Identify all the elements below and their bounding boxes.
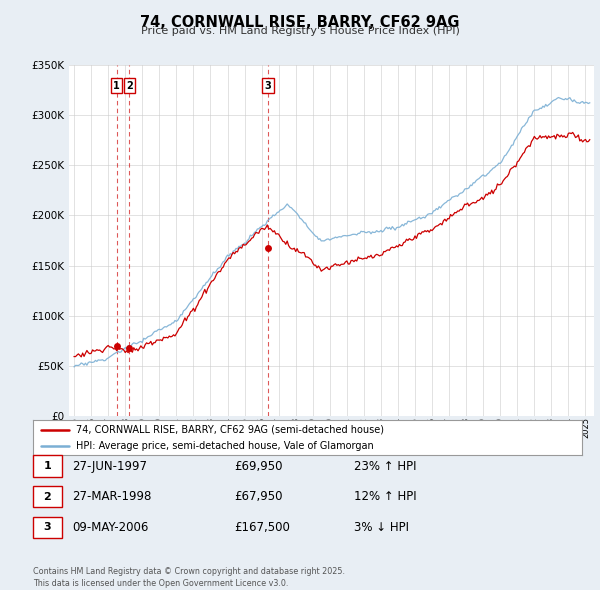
Text: 74, CORNWALL RISE, BARRY, CF62 9AG (semi-detached house): 74, CORNWALL RISE, BARRY, CF62 9AG (semi… [76, 425, 384, 435]
Text: £167,500: £167,500 [234, 521, 290, 534]
Text: 3: 3 [44, 523, 51, 532]
Text: 1: 1 [113, 81, 120, 91]
Text: Price paid vs. HM Land Registry's House Price Index (HPI): Price paid vs. HM Land Registry's House … [140, 26, 460, 36]
Text: 27-JUN-1997: 27-JUN-1997 [72, 460, 147, 473]
Text: Contains HM Land Registry data © Crown copyright and database right 2025.
This d: Contains HM Land Registry data © Crown c… [33, 567, 345, 588]
Text: £69,950: £69,950 [234, 460, 283, 473]
Text: HPI: Average price, semi-detached house, Vale of Glamorgan: HPI: Average price, semi-detached house,… [76, 441, 374, 451]
Text: 27-MAR-1998: 27-MAR-1998 [72, 490, 151, 503]
Text: 74, CORNWALL RISE, BARRY, CF62 9AG: 74, CORNWALL RISE, BARRY, CF62 9AG [140, 15, 460, 30]
Text: 1: 1 [44, 461, 51, 471]
Text: 3: 3 [265, 81, 271, 91]
Text: 3% ↓ HPI: 3% ↓ HPI [354, 521, 409, 534]
Text: 12% ↑ HPI: 12% ↑ HPI [354, 490, 416, 503]
Text: £67,950: £67,950 [234, 490, 283, 503]
Text: 2: 2 [126, 81, 133, 91]
Text: 2: 2 [44, 492, 51, 502]
Text: 09-MAY-2006: 09-MAY-2006 [72, 521, 148, 534]
Text: 23% ↑ HPI: 23% ↑ HPI [354, 460, 416, 473]
